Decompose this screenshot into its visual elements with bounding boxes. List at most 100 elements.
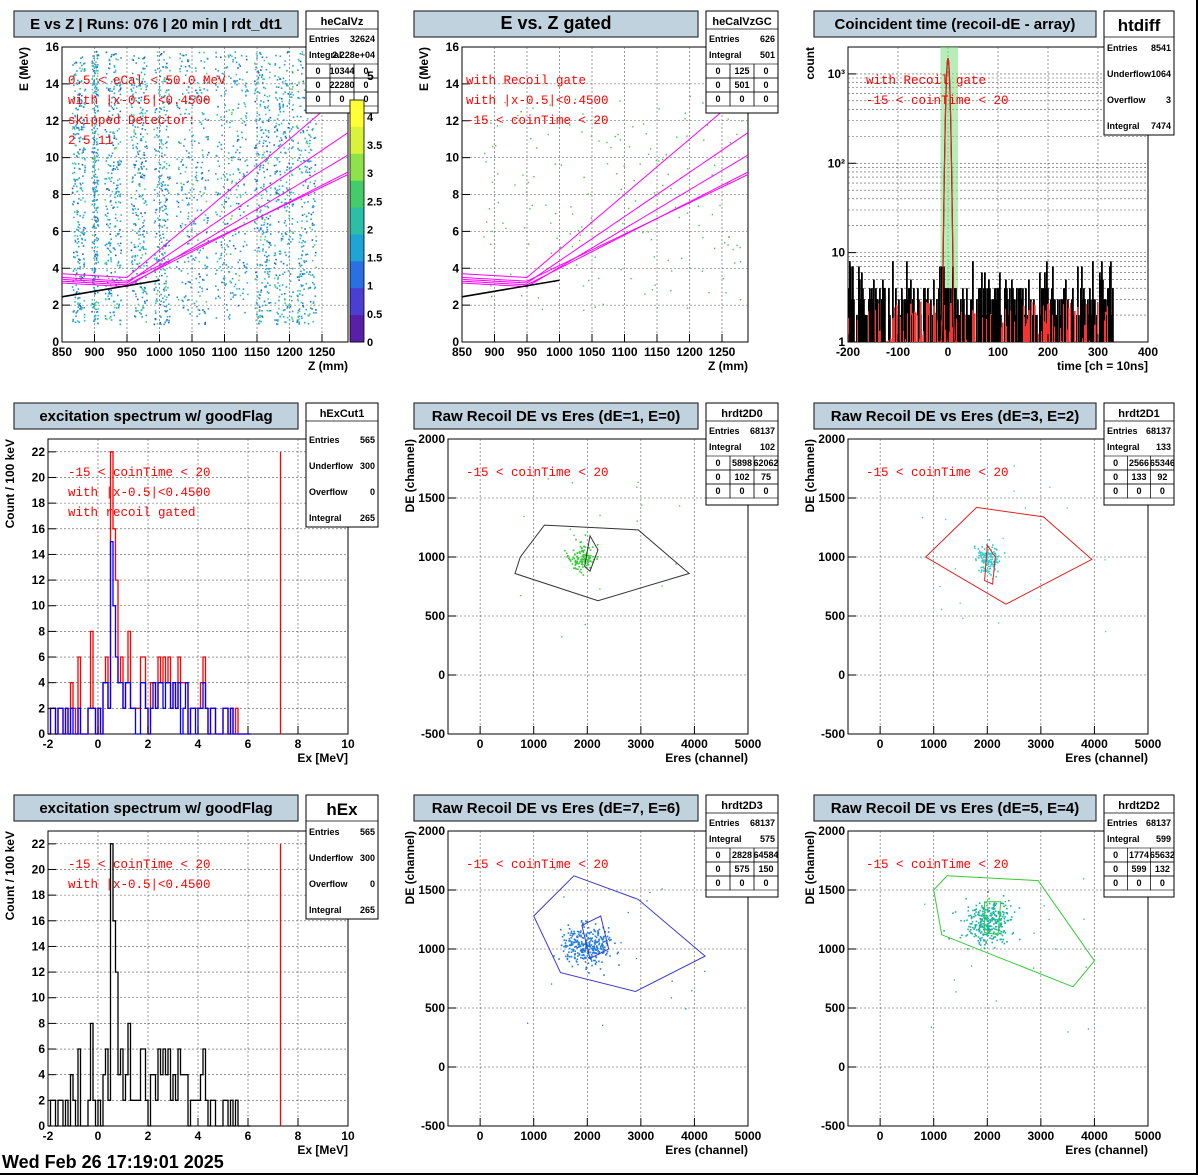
heat-point [260,69,262,71]
heat-point [95,50,98,53]
heat-point [142,247,145,249]
heat-point [257,72,260,74]
heat-point [184,282,187,285]
heat-point [289,273,292,275]
heat-point [264,278,266,280]
heat-point [303,97,306,99]
heat-point [81,157,84,159]
heat-point [301,254,303,256]
heat-point [197,239,199,241]
cluster-point [979,918,982,921]
annotations: -15 < coinTime < 20 [866,466,1009,480]
heat-point [109,139,111,142]
heat-point [263,151,266,154]
plot-frame [847,438,1149,735]
grid [448,831,748,1126]
heat-point [285,187,288,189]
heat-point [71,127,74,130]
cluster-point [579,931,582,934]
cluster-point [574,946,576,948]
cluster-point [959,936,962,939]
heat-point [187,256,189,259]
heat-point [302,245,305,247]
plot-content [514,469,691,638]
heat-point [130,197,133,199]
heat-point [74,179,77,181]
axes: 850 900 950 1000 1050 1100 1150 1200 12500246810… [17,40,348,373]
heat-point [287,51,289,53]
heat-point [232,59,234,61]
stats-cell [353,91,379,107]
heat-point [188,86,190,88]
time-bin [879,288,881,342]
heat-point [303,201,306,204]
heat-point [93,200,96,203]
heat-point [163,165,165,168]
cluster-point [995,932,997,935]
kinematic-curve [61,174,349,282]
cluster-point [994,904,997,907]
cluster-point [589,956,592,959]
heat-point [281,185,284,187]
heat-point [165,162,168,165]
cluster-point [1009,905,1012,907]
cluster-point [591,947,594,950]
heat-point [261,197,263,200]
heat-point [155,257,158,259]
heat-point [165,62,168,65]
stray-point [995,555,997,557]
cluster-point [993,903,996,905]
heat-point [279,289,281,291]
heat-point [222,80,224,83]
heat-point [84,103,86,106]
cluster-point [986,564,988,567]
heat-point [160,53,163,55]
annotation-text: -15 < coinTime < 20 [866,466,1009,480]
cluster-point [981,560,984,562]
cluster-point [571,948,573,951]
heat-point [118,305,120,307]
panel-6: Raw Recoil DE vs Eres (dE=3, E=2)0 1000 20… [803,402,1175,765]
heat-point [160,274,163,277]
heat-point [97,179,100,182]
heat-point [176,80,178,83]
stats-cell-text: 125 [734,66,749,76]
heat-point [230,281,233,284]
heat-point [82,138,84,140]
heat-point [307,126,310,128]
heat-point [282,309,285,312]
heat-point [80,186,83,189]
heat-point [138,102,140,104]
cluster-point [991,938,993,940]
heat-point [298,322,301,325]
cluster-point [581,555,584,558]
heat-point [110,292,113,295]
cluster-point [985,940,987,943]
heat-point [235,273,237,275]
heat-point [165,319,168,322]
heat-point [119,323,122,326]
heat-point [190,140,193,143]
heat-point [273,254,276,257]
heat-point [117,161,120,164]
stats-value: 265 [360,905,375,915]
heat-point [256,227,259,229]
cluster-point [578,954,581,956]
time-bin [943,266,945,342]
heat-point [92,225,95,228]
cluster-point [579,945,582,947]
heat-point [263,185,265,188]
kinematic-curves [61,89,349,288]
cluster-point [595,961,598,963]
heat-point [269,241,271,244]
time-bin [1108,288,1110,342]
time-bin [849,261,851,342]
heat-point [104,182,106,185]
cluster-point [588,948,591,951]
cluster-point [990,925,993,928]
heat-point [192,188,195,191]
heat-point [181,186,183,189]
heat-point [162,248,164,250]
heat-point [238,171,241,174]
heat-point [265,251,267,254]
